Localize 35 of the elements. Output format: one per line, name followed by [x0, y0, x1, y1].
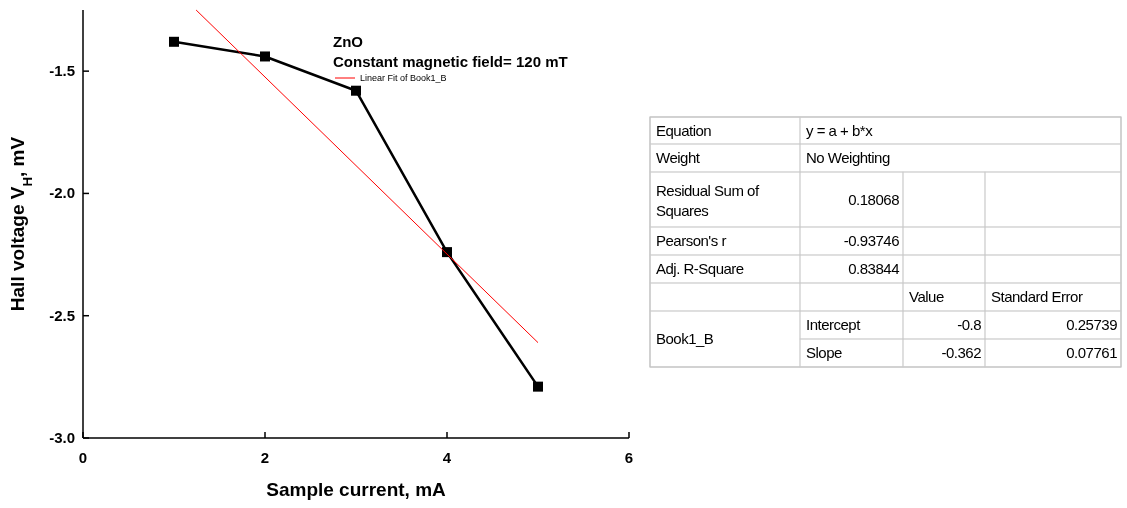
text: Weight [656, 149, 701, 166]
point [351, 85, 361, 96]
y-tick-label: -1.5 [49, 62, 75, 80]
text: -0.93746 [843, 232, 900, 249]
legend-label: Linear Fit of Book1_B [360, 73, 447, 83]
x-tick-label: 2 [260, 449, 270, 466]
annotation: ZnO [333, 33, 364, 50]
x-tick-label: 4 [442, 449, 452, 466]
y-tick-label: -3.0 [49, 429, 75, 446]
text: Intercept [806, 316, 862, 333]
text: 0.83844 [848, 260, 900, 277]
text: Value [909, 288, 944, 305]
y-tick-label: -2.5 [49, 306, 75, 324]
text: Book1_B [656, 330, 714, 347]
text: -0.8 [957, 316, 982, 333]
point [533, 381, 543, 392]
text: 0.25739 [1066, 316, 1118, 333]
text: -0.362 [941, 344, 982, 361]
x-axis-title: Sample current, mA [266, 479, 447, 500]
x-tick-label: 0 [78, 449, 88, 466]
text: Slope [806, 344, 843, 361]
point [260, 51, 270, 62]
point [169, 36, 179, 47]
text: Equation [656, 121, 712, 139]
text: Residual Sum of Squares [656, 181, 760, 219]
text: Pearson's r [656, 232, 727, 249]
text: Standard Error [991, 288, 1083, 305]
y-tick-label: -2.0 [49, 184, 75, 202]
text: No Weighting [806, 149, 890, 166]
text: 0.18068 [848, 190, 900, 208]
x-tick-label: 6 [624, 449, 634, 466]
text: 0.07761 [1066, 344, 1118, 361]
text: y = a + b*x [806, 121, 874, 139]
text: Adj. R-Square [656, 260, 744, 277]
annotation: Constant magnetic field= 120 mT [333, 53, 568, 70]
